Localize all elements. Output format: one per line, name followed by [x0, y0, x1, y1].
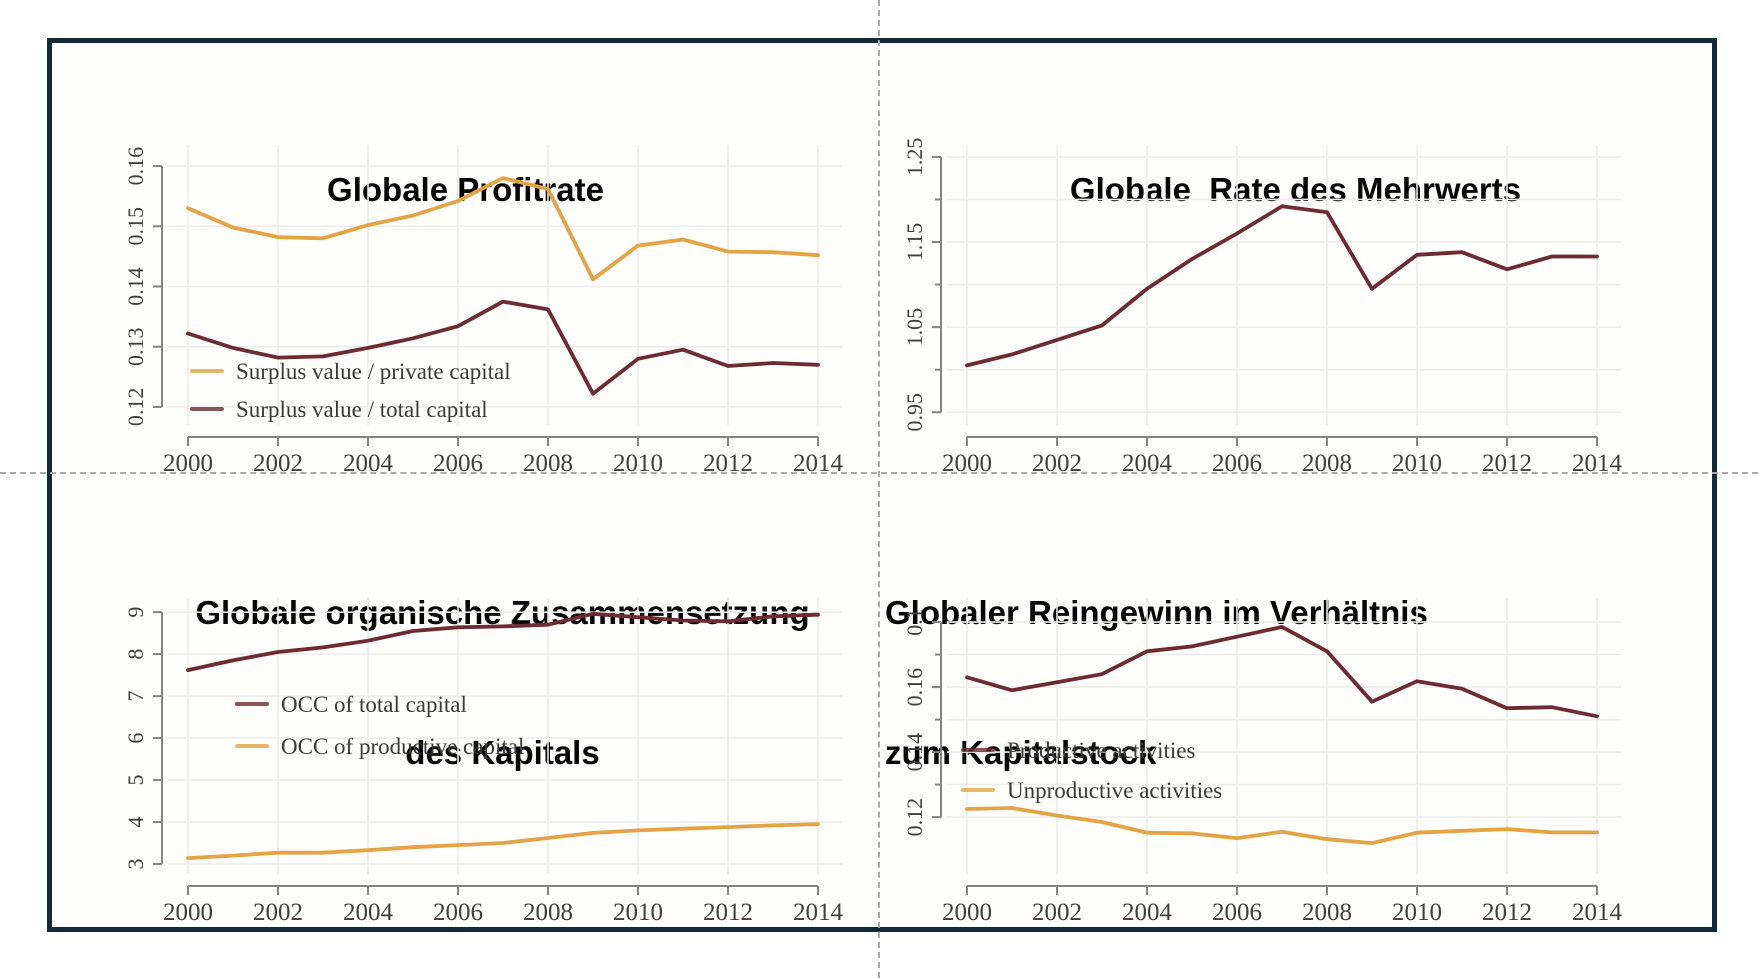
- svg-text:2004: 2004: [343, 450, 394, 473]
- svg-text:0.15: 0.15: [123, 207, 148, 246]
- svg-text:2010: 2010: [1392, 450, 1442, 473]
- svg-text:Surplus value / private capita: Surplus value / private capital: [236, 359, 511, 384]
- svg-text:2006: 2006: [433, 450, 483, 473]
- svg-text:2004: 2004: [343, 899, 394, 926]
- svg-text:1.15: 1.15: [902, 223, 927, 262]
- svg-text:2000: 2000: [163, 899, 213, 926]
- svg-text:OCC of total capital: OCC of total capital: [281, 692, 467, 717]
- svg-text:2006: 2006: [1212, 450, 1262, 473]
- svg-text:2002: 2002: [253, 899, 303, 926]
- svg-text:2014: 2014: [1572, 899, 1623, 926]
- line-chart-globale-profitrate: 0.12 0.13 0.14 0.15 0.16 2000 2002 2004 2006 2008…: [123, 145, 844, 473]
- svg-text:2008: 2008: [523, 899, 573, 926]
- svg-text:4: 4: [123, 817, 148, 828]
- chart-title-reingewinn-kapitalstock: Globaler Reingewinn im Verhältnis zum Ka…: [879, 496, 1712, 772]
- chart-title-globale-profitrate: Globale Profitrate: [52, 73, 879, 208]
- svg-text:2014: 2014: [793, 899, 844, 926]
- svg-text:1.25: 1.25: [902, 138, 927, 177]
- panel-reingewinn-kapitalstock: Globaler Reingewinn im Verhältnis zum Ka…: [879, 473, 1712, 927]
- svg-text:2000: 2000: [163, 450, 213, 473]
- svg-text:2012: 2012: [703, 899, 753, 926]
- svg-text:2002: 2002: [1032, 450, 1082, 473]
- svg-text:9: 9: [123, 607, 148, 618]
- line-chart-reingewinn-kapitalstock: 0.12 0.14 0.16 0.1 2000 2002 2004 2006 2008 2010 2…: [902, 598, 1623, 926]
- svg-text:2010: 2010: [1392, 899, 1442, 926]
- svg-text:0.14: 0.14: [902, 733, 927, 772]
- svg-text:2014: 2014: [793, 450, 844, 473]
- svg-text:2004: 2004: [1122, 899, 1173, 926]
- svg-text:2008: 2008: [1302, 899, 1352, 926]
- svg-text:Surplus value / total capital: Surplus value / total capital: [236, 397, 488, 422]
- svg-text:5: 5: [123, 775, 148, 786]
- svg-text:Productive activities: Productive activities: [1007, 738, 1195, 763]
- svg-text:0.16: 0.16: [123, 147, 148, 186]
- line-chart-organische-zusammensetzung: 3 4 5 6 7 8 9 2000 2002 2004 2006 2008 2010 2012 2014 O…: [123, 598, 844, 926]
- svg-text:2008: 2008: [523, 450, 573, 473]
- title-line: Globale organische Zusammensetzung: [195, 593, 810, 631]
- svg-text:2012: 2012: [1482, 899, 1532, 926]
- svg-text:2002: 2002: [1032, 899, 1082, 926]
- title-line: Globale Profitrate: [327, 170, 604, 208]
- title-line: des Kapitals: [405, 734, 600, 772]
- svg-text:8: 8: [123, 649, 148, 660]
- svg-text:0.13: 0.13: [123, 327, 148, 366]
- svg-text:0.14: 0.14: [123, 267, 148, 306]
- svg-text:OCC of productive capital: OCC of productive capital: [281, 734, 524, 759]
- svg-text:0.95: 0.95: [902, 393, 927, 432]
- svg-text:2010: 2010: [613, 899, 663, 926]
- svg-text:2002: 2002: [253, 450, 303, 473]
- panel-organische-zusammensetzung: Globale organische Zusammensetzung des K…: [52, 473, 879, 927]
- svg-text:7: 7: [123, 691, 148, 702]
- svg-text:0.1: 0.1: [902, 608, 927, 636]
- title-line: Globaler Reingewinn im Verhältnis: [885, 593, 1428, 631]
- svg-text:2014: 2014: [1572, 450, 1623, 473]
- svg-text:2000: 2000: [942, 899, 992, 926]
- svg-text:2006: 2006: [1212, 899, 1262, 926]
- svg-text:2012: 2012: [1482, 450, 1532, 473]
- title-line: Globale Rate des Mehrwerts: [1069, 170, 1522, 208]
- svg-text:0.16: 0.16: [902, 668, 927, 707]
- panel-globale-rate-des-mehrwerts: Globale Rate des Mehrwerts 0.95 1.05 1.15 1…: [879, 43, 1712, 473]
- svg-text:2012: 2012: [703, 450, 753, 473]
- chart-title-globale-rate-des-mehrwerts: Globale Rate des Mehrwerts: [879, 73, 1712, 208]
- svg-text:2010: 2010: [613, 450, 663, 473]
- svg-text:Unproductive activities: Unproductive activities: [1007, 778, 1222, 803]
- panel-globale-profitrate: Globale Profitrate 0.12 0.13 0.14 0.15 0.16 2…: [52, 43, 879, 473]
- svg-text:2006: 2006: [433, 899, 483, 926]
- svg-text:3: 3: [123, 859, 148, 870]
- chart-title-organische-zusammensetzung: Globale organische Zusammensetzung des K…: [52, 496, 879, 772]
- svg-text:0.12: 0.12: [123, 388, 148, 427]
- chart-frame: Globale Profitrate 0.12 0.13 0.14 0.15 0.16 2…: [47, 38, 1717, 932]
- svg-text:1.05: 1.05: [902, 308, 927, 347]
- svg-text:0.12: 0.12: [902, 798, 927, 837]
- svg-text:2000: 2000: [942, 450, 992, 473]
- line-chart-globale-rate-des-mehrwerts: 0.95 1.05 1.15 1.25 2000 2002 2004 2006 2008 2010…: [902, 138, 1623, 473]
- svg-text:2004: 2004: [1122, 450, 1173, 473]
- svg-text:6: 6: [123, 733, 148, 744]
- svg-text:2008: 2008: [1302, 450, 1352, 473]
